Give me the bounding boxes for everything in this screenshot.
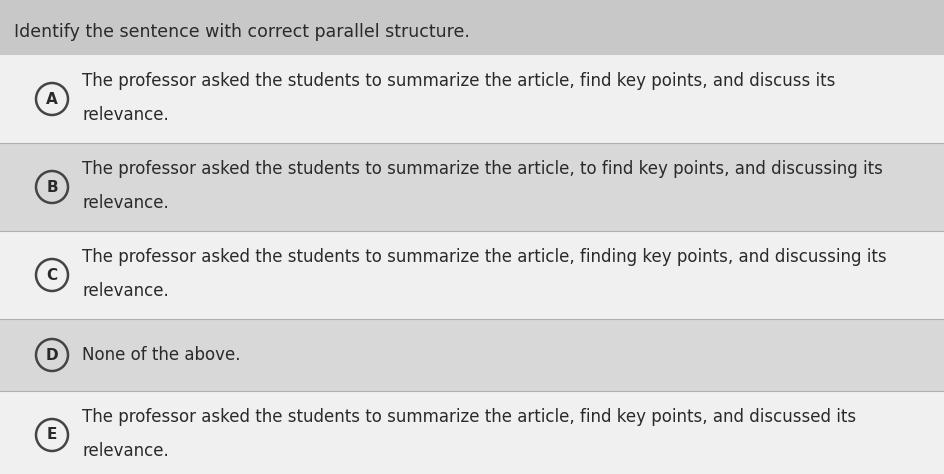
Circle shape [36, 339, 68, 371]
Bar [0, 391, 944, 474]
Text: None of the above.: None of the above. [82, 346, 240, 364]
Text: C: C [46, 267, 58, 283]
Circle shape [36, 171, 68, 203]
Text: The professor asked the students to summarize the article, to find key points, a: The professor asked the students to summ… [82, 160, 882, 178]
Text: A: A [46, 91, 58, 107]
Circle shape [36, 83, 68, 115]
Text: B: B [46, 180, 58, 194]
Text: Identify the sentence with correct parallel structure.: Identify the sentence with correct paral… [14, 23, 469, 41]
Bar [0, 55, 944, 143]
Text: relevance.: relevance. [82, 282, 169, 300]
Text: D: D [45, 347, 59, 363]
Text: relevance.: relevance. [82, 106, 169, 124]
Text: relevance.: relevance. [82, 194, 169, 212]
Text: The professor asked the students to summarize the article, find key points, and : The professor asked the students to summ… [82, 73, 834, 91]
Text: The professor asked the students to summarize the article, find key points, and : The professor asked the students to summ… [82, 409, 855, 427]
Circle shape [36, 419, 68, 451]
Text: E: E [47, 428, 58, 443]
Text: The professor asked the students to summarize the article, finding key points, a: The professor asked the students to summ… [82, 248, 885, 266]
Text: relevance.: relevance. [82, 442, 169, 460]
Circle shape [36, 259, 68, 291]
Bar [0, 231, 944, 319]
Bar [0, 143, 944, 231]
Bar [0, 319, 944, 391]
